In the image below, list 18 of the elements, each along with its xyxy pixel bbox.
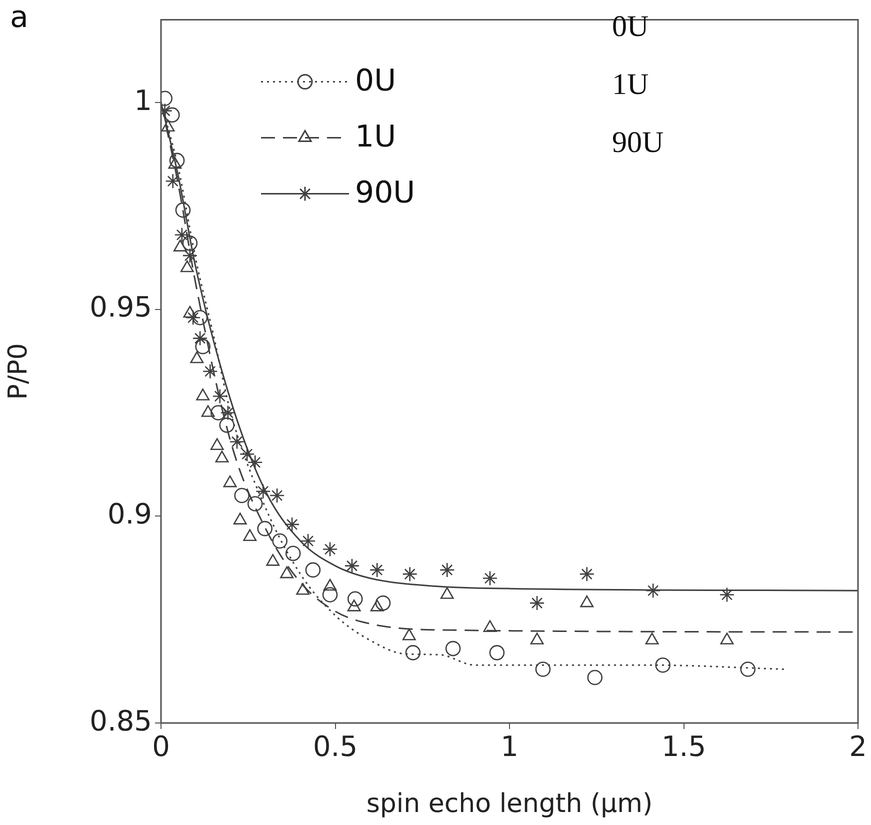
x-axis-title: spin echo length (μm) [366,789,653,820]
y-tick-label: 0.9 [107,497,152,530]
annotation: 90U [612,126,664,160]
x-tick-label: 1 [500,730,518,764]
x-tick-label: 2 [849,730,867,764]
y-axis-title: P/P0 [3,343,34,400]
legend-label: 90U [355,176,416,211]
legend-label: 0U [355,64,396,99]
legend-label: 1U [355,120,396,155]
y-tick-label: 0.95 [90,290,152,324]
x-tick-label: 1.5 [661,730,706,764]
y-tick-label: 1 [134,84,152,117]
x-tick-label: 0 [152,730,170,764]
text: a [10,0,28,35]
annotation: 1U [612,68,649,102]
annotation: 0U [612,10,649,44]
x-tick-label: 0.5 [312,730,358,764]
y-tick-label: 0.85 [90,704,152,738]
